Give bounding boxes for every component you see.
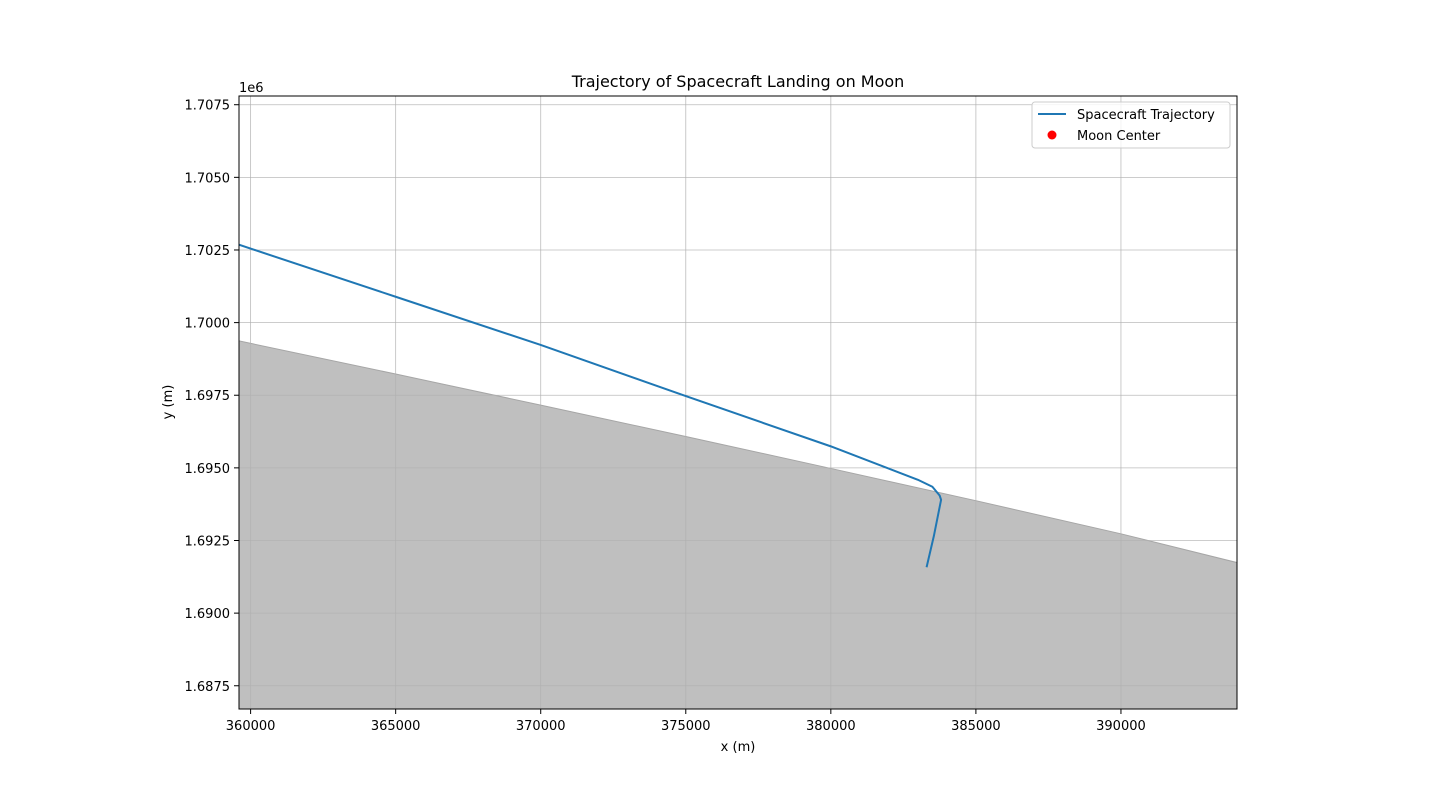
x-tick-label: 375000 [661, 719, 711, 734]
x-tick-label: 370000 [516, 719, 566, 734]
y-tick-label: 1.6925 [185, 534, 231, 549]
legend-moon-center-swatch [1047, 130, 1057, 140]
y-axis-offset-text: 1e6 [239, 81, 264, 96]
plot-area: 360000 365000 370000 375000 380000 385000 3900… [185, 95, 1238, 734]
x-tick-label: 365000 [371, 719, 421, 734]
moon-surface-edge [239, 340, 1237, 564]
y-tick-label: 1.6875 [185, 680, 231, 695]
y-tick-label: 1.7025 [185, 244, 231, 259]
x-tick-label: 390000 [1096, 719, 1146, 734]
x-tick-label: 385000 [951, 719, 1001, 734]
moon-surface-fill [239, 340, 1237, 709]
legend-moon-center-label: Moon Center [1077, 129, 1161, 144]
x-tick-label: 380000 [806, 719, 856, 734]
legend-box [1031, 101, 1231, 149]
x-tick-label: 360000 [226, 719, 276, 734]
y-tick-label: 1.7075 [185, 99, 231, 114]
legend-trajectory-label: Spacecraft Trajectory [1077, 108, 1215, 123]
plot-frame [238, 95, 1238, 710]
y-tick-label: 1.7000 [185, 317, 231, 332]
y-tick-label: 1.7050 [185, 171, 231, 186]
legend: Spacecraft Trajectory Moon Center [1031, 101, 1231, 149]
y-tick-label: 1.6950 [185, 462, 231, 477]
y-tick-label: 1.6975 [185, 389, 231, 404]
y-axis-label: y (m) [161, 385, 176, 420]
chart-title: Trajectory of Spacecraft Landing on Moon [571, 72, 905, 91]
trajectory-line [239, 243, 943, 568]
y-tick-label: 1.6900 [185, 607, 231, 622]
x-axis-label: x (m) [721, 740, 756, 755]
